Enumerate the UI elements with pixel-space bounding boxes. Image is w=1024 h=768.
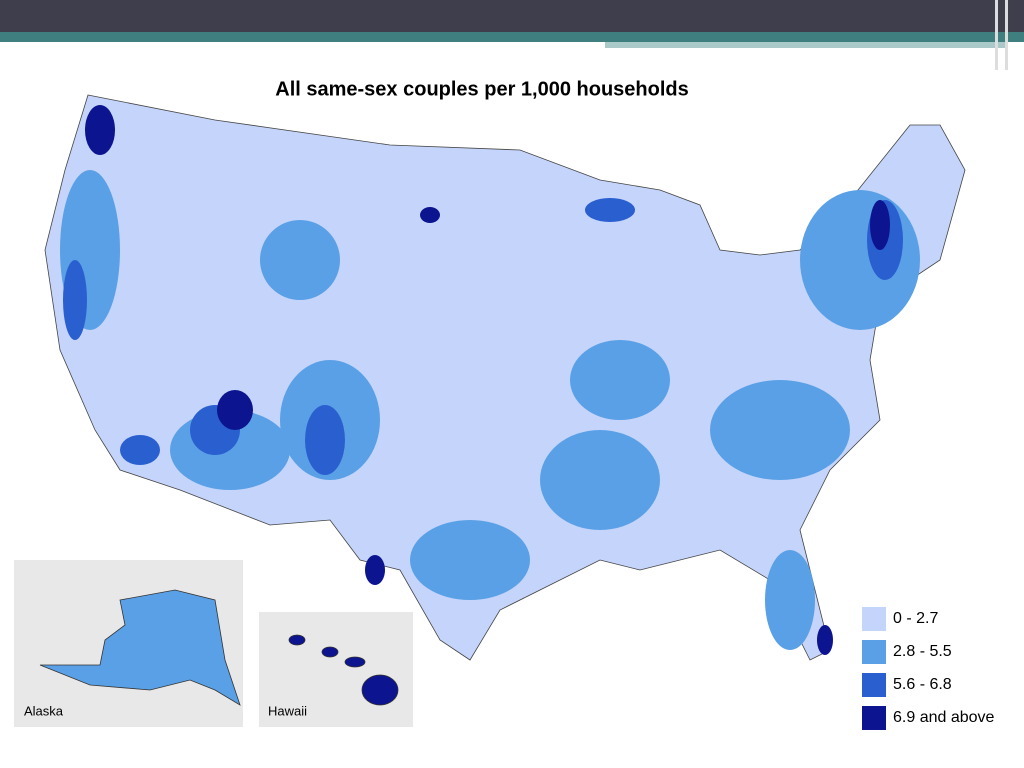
legend-swatch	[862, 706, 886, 730]
inset-label: Hawaii	[268, 703, 307, 718]
us-map	[44, 94, 966, 661]
region-shading	[60, 170, 920, 650]
legend-swatch	[862, 673, 886, 697]
legend: 0 - 2.7 2.8 - 5.5 5.6 - 6.8 6.9 and above	[862, 607, 995, 730]
region-shading	[85, 105, 890, 655]
inset-label: Alaska	[24, 703, 64, 718]
header-bar	[0, 0, 1024, 32]
legend-label: 0 - 2.7	[893, 610, 938, 627]
alaska-shape	[39, 589, 241, 706]
legend-swatch	[862, 640, 886, 664]
header-accent	[605, 42, 1005, 48]
map-title: All same-sex couples per 1,000 household…	[275, 78, 689, 100]
legend-label: 6.9 and above	[893, 709, 995, 726]
hawaii-shape	[288, 634, 399, 706]
header-stripe	[0, 32, 1024, 42]
header-accent	[1005, 0, 1008, 70]
header-accent	[995, 0, 998, 70]
legend-label: 5.6 - 6.8	[893, 676, 952, 693]
legend-label: 2.8 - 5.5	[893, 643, 952, 660]
hawaii-inset	[259, 612, 413, 727]
legend-swatch	[862, 607, 886, 631]
